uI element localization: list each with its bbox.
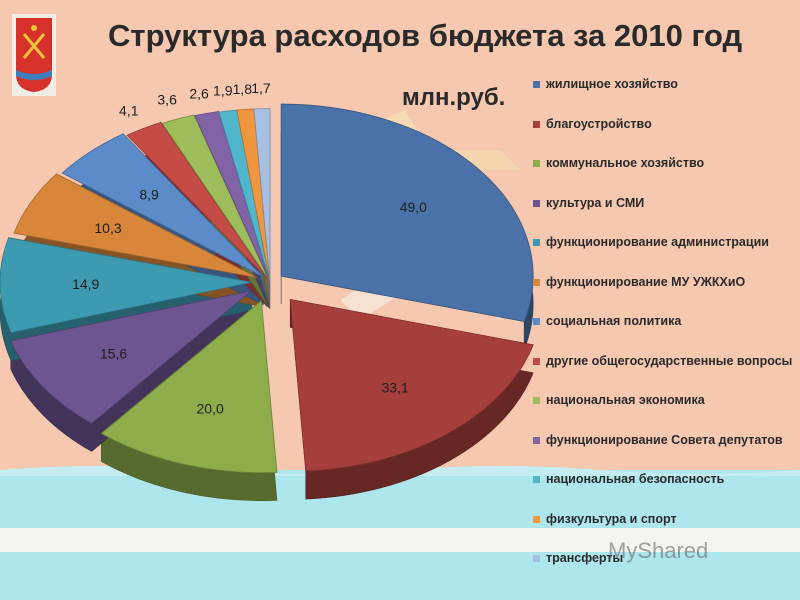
legend-label: национальная экономика <box>546 393 705 407</box>
legend-label: другие общегосударственные вопросы <box>546 353 793 368</box>
pie-data-label-3: 15,6 <box>100 346 127 362</box>
legend-item-4: функционирование администрации <box>533 234 795 251</box>
pie-slice-7 <box>126 121 268 279</box>
legend-swatch <box>533 318 540 325</box>
pie-data-label-10: 1,9 <box>213 83 233 99</box>
pie-slice-8 <box>161 114 269 280</box>
legend-swatch <box>533 476 540 483</box>
chart-title: Структура расходов бюджета за 2010 год <box>108 18 743 53</box>
pie-slice-9 <box>194 111 270 281</box>
unit-label: млн.руб. <box>402 84 506 111</box>
legend-swatch <box>533 555 540 562</box>
legend-label: функционирование администрации <box>546 235 769 249</box>
pie-slice-2 <box>100 299 278 474</box>
pie-slice-6 <box>61 133 264 278</box>
legend-label: функционирование МУ УЖКХиО <box>546 274 746 289</box>
legend-item-0: жилищное хозяйство <box>533 76 795 93</box>
legend-item-7: другие общегосударственные вопросы <box>533 353 795 370</box>
legend-item-3: культура и СМИ <box>533 195 795 212</box>
legend-label: культура и СМИ <box>546 195 645 210</box>
watermark-text: MyShared <box>608 538 709 563</box>
legend-item-1: благоустройство <box>533 116 795 133</box>
pie-slice-3 <box>10 290 252 424</box>
legend-label: национальная безопасность <box>546 472 725 486</box>
pie-data-label-9: 2,6 <box>189 85 209 101</box>
coat-of-arms-icon <box>12 14 56 96</box>
legend-swatch <box>533 160 540 167</box>
legend-item-6: социальная политика <box>533 313 795 330</box>
pie-slice-0 <box>280 103 534 322</box>
legend-label: жилищное хозяйство <box>546 77 678 91</box>
legend-swatch <box>533 239 540 246</box>
legend-label: трансферты <box>546 551 624 565</box>
pie-data-label-12: 1,7 <box>251 80 271 96</box>
pie-data-label-7: 4,1 <box>119 102 139 118</box>
pie-slice-5 <box>13 173 258 279</box>
legend-swatch <box>533 397 540 404</box>
legend-label: благоустройство <box>546 116 652 131</box>
legend-swatch <box>533 278 540 286</box>
legend-swatch <box>533 436 540 444</box>
pie-slice-12 <box>253 108 271 281</box>
legend-item-12: трансферты <box>533 550 795 567</box>
legend-item-11: физкультура и спорт <box>533 511 795 528</box>
pie-tops <box>0 103 534 474</box>
pie-data-label-11: 1,8 <box>233 81 253 97</box>
pie-slice-1 <box>289 298 534 472</box>
legend-item-2: коммунальное хозяйство <box>533 155 795 172</box>
pie-data-label-4: 14,9 <box>72 276 99 292</box>
pie-slice-4 <box>0 237 253 334</box>
legend-label: социальная политика <box>546 314 682 328</box>
pie-data-labels: 49,033,120,015,614,910,38,94,13,6 2,6 1,9 1… <box>72 80 427 417</box>
legend-item-10: национальная безопасность <box>533 471 795 488</box>
legend-swatch <box>533 199 540 207</box>
pie-data-label-1: 33,1 <box>381 379 408 395</box>
legend-item-8: национальная экономика <box>533 392 795 409</box>
legend-swatch <box>533 81 540 88</box>
legend-item-9: функционирование Совета депутатов <box>533 432 795 449</box>
pie-data-label-8: 3,6 <box>157 92 177 108</box>
legend-swatch <box>533 357 540 365</box>
legend-swatch <box>533 120 540 128</box>
legend-label: коммунальное хозяйство <box>546 156 705 170</box>
pie-data-label-0: 49,0 <box>400 199 427 215</box>
pie-data-label-6: 8,9 <box>139 186 159 202</box>
legend-label: функционирование Совета депутатов <box>546 432 783 447</box>
legend-item-5: функционирование МУ УЖКХиО <box>533 274 795 291</box>
legend-label: физкультура и спорт <box>546 511 677 526</box>
pie-data-label-2: 20,0 <box>197 401 224 417</box>
legend-swatch <box>533 515 540 523</box>
pie-data-label-5: 10,3 <box>94 220 121 236</box>
